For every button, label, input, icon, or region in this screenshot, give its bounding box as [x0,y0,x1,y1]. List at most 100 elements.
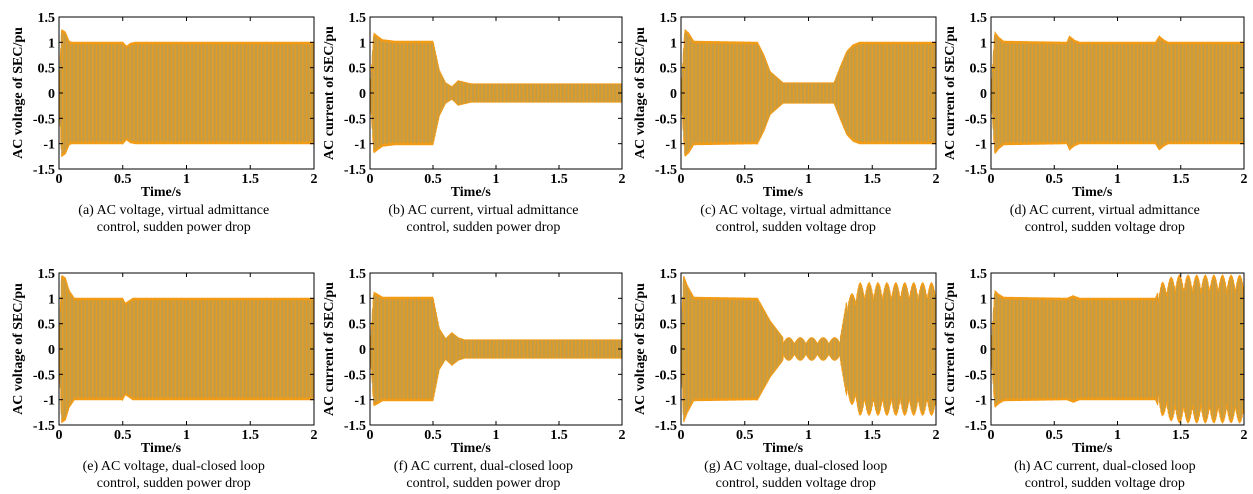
y-tick-label: 0 [670,343,677,358]
y-tick-label: -1.5 [965,419,987,434]
x-tick-label: 0 [56,428,63,443]
y-tick-label: 0.5 [38,318,56,333]
panel-g: -1.5 -1 -0.5 0 0.5 1 1.5 0 0.5 1 1.5 2 Time/s AC volt… [633,267,940,491]
y-tick-label: 1 [359,36,366,51]
series-waveform-phase [682,278,936,420]
x-tick-label: 0.5 [1046,428,1064,443]
x-tick-label: 2 [1241,428,1248,443]
y-tick-label: 0.5 [660,318,678,333]
x-tick-label: 0 [56,172,63,187]
y-tick-label: 1 [670,36,677,51]
x-axis-label: Time/s [451,441,492,456]
y-tick-label: 1.5 [660,267,678,282]
y-tick-label: 0 [980,343,987,358]
panel-h: -1.5 -1 -0.5 0 0.5 1 1.5 0 0.5 1 1.5 2 Time/s AC curr… [943,267,1248,491]
x-tick-label: 1 [1114,428,1121,443]
panel-caption: (f) AC current, dual-closed loop [394,459,573,474]
panel-caption: (h) AC current, dual-closed loop [1014,459,1196,474]
y-tick-label: -0.5 [655,112,677,127]
y-tick-label: -1 [354,138,366,153]
panel-caption: control, sudden power drop [97,476,251,491]
y-tick-label: 1 [48,36,55,51]
x-axis-label: Time/s [1072,441,1113,456]
y-tick-label: -1.5 [965,163,987,178]
y-axis-label: AC voltage of SEC/pu [633,283,648,415]
y-tick-label: 0 [359,87,366,102]
panel-caption: control, sudden voltage drop [716,220,876,235]
x-axis-label: Time/s [763,185,804,200]
y-axis-label: AC voltage of SEC/pu [633,27,648,159]
y-tick-label: 0 [670,87,677,102]
y-axis-label: AC current of SEC/pu [322,26,337,160]
y-tick-label: -1.5 [655,163,677,178]
panel-caption: control, sudden power drop [97,220,251,235]
x-tick-label: 2 [933,428,940,443]
series-waveform [59,274,314,424]
y-tick-label: -1.5 [344,419,366,434]
x-tick-label: 0.5 [736,428,754,443]
x-tick-label: 1 [493,172,500,187]
panel-f: -1.5 -1 -0.5 0 0.5 1 1.5 0 0.5 1 1.5 2 Time/s AC curr… [322,267,626,491]
x-tick-label: 2 [311,172,318,187]
y-tick-label: 0.5 [349,62,367,77]
y-tick-label: 1.5 [970,11,988,26]
x-tick-label: 1.5 [550,428,568,443]
series-waveform-phase [992,278,1244,420]
x-tick-label: 0.5 [736,172,754,187]
panel-caption: (a) AC voltage, virtual admittance [78,203,269,218]
x-axis-label: Time/s [763,441,804,456]
y-tick-label: -1 [975,394,987,409]
x-tick-label: 0 [678,172,685,187]
x-tick-label: 2 [1241,172,1248,187]
x-tick-label: 2 [619,428,626,443]
x-tick-label: 0.5 [424,428,442,443]
y-tick-label: -1.5 [655,419,677,434]
x-tick-label: 0.5 [424,172,442,187]
y-tick-label: -0.5 [965,368,987,383]
y-tick-label: 0 [980,87,987,102]
y-tick-label: 1.5 [349,267,367,282]
panel-caption: (d) AC current, virtual admittance [1010,203,1200,218]
series-waveform [681,275,936,423]
panel-d: -1.5 -1 -0.5 0 0.5 1 1.5 0 0.5 1 1.5 2 Time/s AC curr… [943,11,1248,235]
x-tick-label: 1 [493,428,500,443]
series-waveform-phase [682,32,936,154]
x-axis-label: Time/s [451,185,492,200]
panel-b: -1.5 -1 -0.5 0 0.5 1 1.5 0 0.5 1 1.5 2 Time/s AC curr… [322,11,626,235]
x-tick-label: 0 [988,428,995,443]
x-tick-label: 0.5 [1046,172,1064,187]
x-tick-label: 1 [805,428,812,443]
panel-caption: control, sudden voltage drop [1025,476,1185,491]
panel-c: -1.5 -1 -0.5 0 0.5 1 1.5 0 0.5 1 1.5 2 Time/s AC volt… [633,11,940,235]
y-axis-label: AC current of SEC/pu [322,282,337,416]
y-tick-label: -1 [665,138,677,153]
series-waveform-phase [60,32,314,154]
panel-caption: control, sudden voltage drop [716,476,876,491]
y-tick-label: -0.5 [344,368,366,383]
y-axis-label: AC voltage of SEC/pu [11,27,26,159]
panel-a: -1.5 -1 -0.5 0 0.5 1 1.5 0 0.5 1 1.5 2 Time/s AC volt… [11,11,318,235]
panel-caption: (c) AC voltage, virtual admittance [700,203,891,218]
y-tick-label: -1 [43,394,55,409]
x-tick-label: 1.5 [1172,428,1190,443]
series-waveform [681,28,936,157]
x-tick-label: 2 [933,172,940,187]
x-tick-label: 1.5 [242,172,260,187]
series-waveform [59,29,314,158]
x-tick-label: 1.5 [550,172,568,187]
x-tick-label: 1.5 [864,172,882,187]
y-tick-label: 0.5 [970,62,988,77]
y-tick-label: -1 [43,138,55,153]
y-tick-label: 1 [359,292,366,307]
series-waveform-phase [371,35,622,151]
y-tick-label: 1.5 [349,11,367,26]
y-axis-label: AC current of SEC/pu [943,282,958,416]
x-tick-label: 0 [367,172,374,187]
x-tick-label: 1.5 [1172,172,1190,187]
series-waveform-phase [60,278,314,420]
x-tick-label: 1 [183,172,190,187]
y-tick-label: 1.5 [38,267,56,282]
y-tick-label: 1 [670,292,677,307]
x-tick-label: 1 [1114,172,1121,187]
x-tick-label: 1 [183,428,190,443]
